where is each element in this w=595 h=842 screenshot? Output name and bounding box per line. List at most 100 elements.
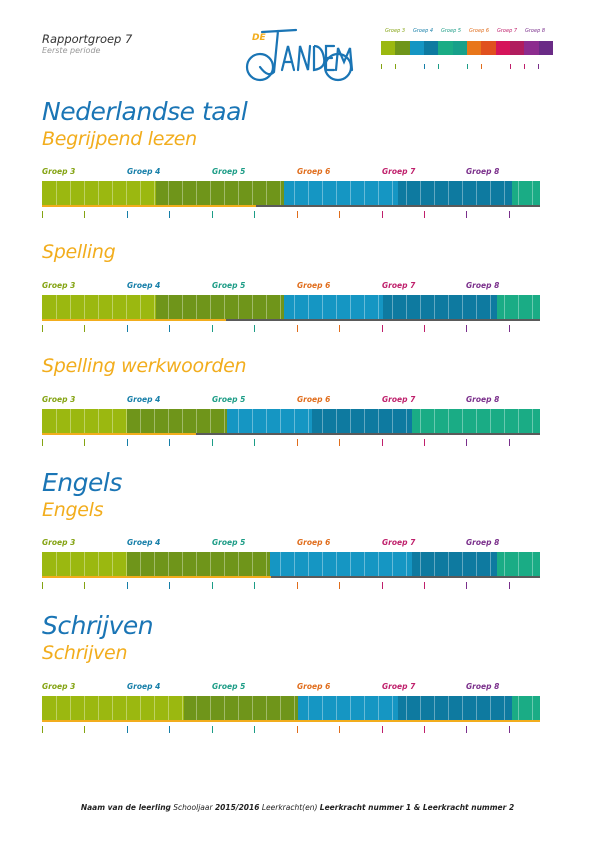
bar-divider [406,552,407,576]
bar-divider [336,409,337,433]
group-tick [212,582,213,589]
bar-divider [56,181,57,205]
level-indicator [42,319,227,321]
group-label: Groep 8 [466,538,500,547]
legend-swatch [409,41,424,55]
bar-divider [336,552,337,576]
bar-divider [140,409,141,433]
group-label: Groep 3 [42,281,76,290]
bar-divider [350,181,351,205]
footer-year: 2015/2016 [214,803,260,812]
bar-divider [336,696,337,720]
bar-divider [350,696,351,720]
bar-divider [252,295,253,319]
bar-divider [84,295,85,319]
bar-divider [266,181,267,205]
bar-segment [127,409,227,433]
progress-bar [42,295,540,321]
group-tick [466,439,467,446]
group-tick [424,726,425,733]
group-label: Groep 6 [297,538,331,547]
bar-segment [42,181,156,205]
bar-divider [364,409,365,433]
group-tick [254,582,255,589]
bar-divider [182,409,183,433]
bar-divider [168,295,169,319]
bar-divider [378,552,379,576]
group-label: Groep 7 [382,395,416,404]
bar-segment [412,552,497,576]
bar-divider [140,696,141,720]
group-labels: Groep 3 Groep 4 Groep 5 Groep 6 Groep 7 Groep… [42,682,540,692]
bar-segment [512,696,540,720]
bar-divider [70,409,71,433]
bar-divider [182,295,183,319]
bar-segment [497,295,540,319]
group-label: Groep 8 [466,167,500,176]
bar-divider [322,696,323,720]
bar-segment [127,552,270,576]
bar-segment [156,181,284,205]
group-label: Groep 5 [212,167,246,176]
group-label: Groep 7 [382,682,416,691]
group-tick [42,211,43,218]
bar-divider [462,696,463,720]
bar-divider [224,552,225,576]
group-label: Groep 3 [42,395,76,404]
group-ticks [42,211,540,219]
legend-tick [381,64,382,69]
report-title: Rapportgroep 7 [42,32,133,46]
bar-divider [308,295,309,319]
bar-divider [154,552,155,576]
group-tick [382,726,383,733]
bar-divider [238,552,239,576]
group-tick [424,582,425,589]
bar-divider [504,552,505,576]
bar-divider [532,696,533,720]
bar-divider [238,696,239,720]
group-tick [509,325,510,332]
bar-divider [112,696,113,720]
group-tick [339,439,340,446]
bar-baseline [42,576,540,578]
progress-bar [42,552,540,578]
bar-divider [210,181,211,205]
bar-divider [112,409,113,433]
group-tick [466,582,467,589]
bar-divider [210,295,211,319]
bar-divider [322,552,323,576]
group-label: Groep 5 [212,538,246,547]
bar-divider [294,552,295,576]
bar-divider [294,181,295,205]
bar-divider [168,409,169,433]
bar-divider [210,409,211,433]
bar-divider [406,409,407,433]
bar-divider [392,295,393,319]
bar-divider [210,552,211,576]
bar-divider [462,552,463,576]
group-label: Groep 4 [127,281,161,290]
bar-divider [518,295,519,319]
group-tick [127,325,128,332]
legend-swatch [423,41,439,55]
group-tick [42,439,43,446]
group-tick [127,726,128,733]
bar-divider [196,295,197,319]
level-indicator [42,205,257,207]
bar-segment [398,696,512,720]
bar-divider [476,181,477,205]
subject-subtitle: Schrijven [42,642,128,664]
progress-bar [42,409,540,435]
bar-divider [378,409,379,433]
bar-divider [448,181,449,205]
group-label: Groep 4 [127,682,161,691]
bar-divider [322,295,323,319]
legend-tick [438,64,439,69]
bar-divider [140,552,141,576]
bar-divider [490,409,491,433]
group-tick [42,726,43,733]
subject-subtitle: Spelling [42,241,116,263]
group-label: Groep 6 [297,682,331,691]
bar-divider [252,552,253,576]
bar-segment [284,181,398,205]
